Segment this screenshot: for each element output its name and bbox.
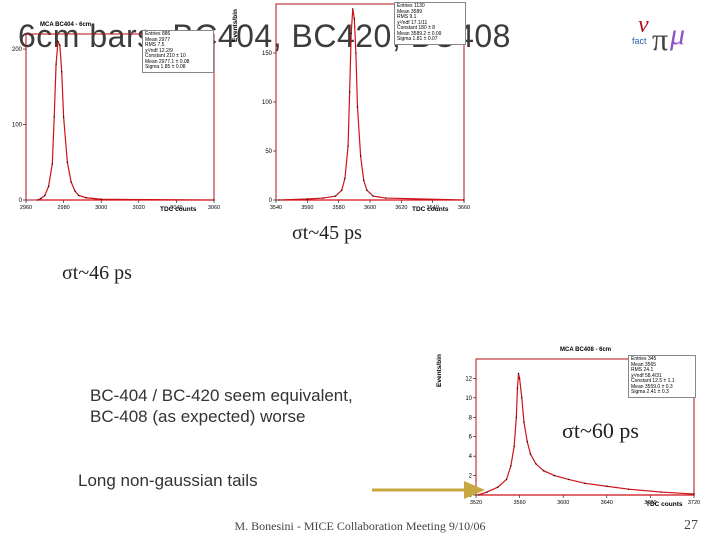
- svg-text:4: 4: [469, 454, 473, 460]
- tails-text: Long non-gaussian tails: [78, 470, 378, 491]
- svg-text:150: 150: [262, 51, 273, 57]
- svg-text:3560: 3560: [301, 205, 313, 211]
- bc-comparison-text: BC-404 / BC-420 seem equivalent, BC-408 …: [90, 385, 380, 428]
- svg-text:100: 100: [262, 100, 273, 106]
- fitbox-mid: Entries 1130Mean 3589RMS 9.1χ²/ndf 17.1/…: [394, 2, 466, 45]
- svg-text:3600: 3600: [364, 205, 376, 211]
- svg-text:3640: 3640: [601, 500, 613, 506]
- svg-text:3620: 3620: [395, 205, 407, 211]
- slide-number: 27: [684, 518, 698, 534]
- logo-mu: μ: [669, 18, 685, 51]
- svg-text:3720: 3720: [688, 500, 700, 506]
- logo-nufact: ν fact π μ: [632, 10, 702, 56]
- svg-text:2960: 2960: [20, 205, 32, 211]
- svg-text:50: 50: [265, 149, 272, 155]
- chart-bc404: 0100200296029803000302030403060 MCA BC40…: [0, 20, 220, 220]
- svg-text:12: 12: [465, 376, 472, 382]
- fitbox-right: Entries 345Mean 3565RMS 24.1χ²/ndf 58.4/…: [628, 355, 696, 398]
- svg-text:3560: 3560: [513, 500, 525, 506]
- chart-title-left: MCA BC404 - 6cm: [40, 22, 91, 28]
- sigma-label-bc404: σt~46 ps: [60, 262, 134, 285]
- x-axis-label-left: TDC counts: [160, 206, 196, 213]
- fitbox-left: Entries 886Mean 2977RMS 7.5χ²/ndf 12.2/9…: [142, 30, 214, 73]
- svg-text:8: 8: [469, 415, 473, 421]
- sigma-label-bc408: σt~60 ps: [560, 418, 641, 444]
- svg-text:10: 10: [465, 396, 472, 402]
- svg-text:3000: 3000: [95, 205, 107, 211]
- logo-nu: ν: [638, 12, 649, 38]
- svg-text:3540: 3540: [270, 205, 282, 211]
- x-axis-label-mid: TDC counts: [412, 206, 448, 213]
- svg-text:0: 0: [269, 198, 273, 204]
- svg-text:3580: 3580: [333, 205, 345, 211]
- svg-text:6: 6: [469, 435, 473, 441]
- y-axis-label-right: Events/bin: [436, 354, 443, 387]
- svg-text:100: 100: [12, 123, 23, 129]
- footer-text: M. Bonesini - MICE Collaboration Meeting…: [0, 519, 720, 534]
- y-axis-label-mid: Events/bin: [232, 9, 239, 42]
- logo-pi: π: [652, 21, 668, 56]
- chart-bc420: 0501001503540356035803600362036403660 MC…: [250, 0, 470, 220]
- svg-text:0: 0: [19, 198, 23, 204]
- chart-title-right: MCA BC408 - 6cm: [560, 347, 611, 353]
- svg-text:2980: 2980: [57, 205, 69, 211]
- arrow-to-tails: [370, 478, 490, 502]
- svg-text:3600: 3600: [557, 500, 569, 506]
- x-axis-label-right: TDC counts: [646, 501, 682, 508]
- svg-text:200: 200: [12, 47, 23, 53]
- svg-text:3660: 3660: [458, 205, 470, 211]
- svg-text:3020: 3020: [133, 205, 145, 211]
- logo-fact: fact: [632, 36, 647, 46]
- svg-text:3060: 3060: [208, 205, 220, 211]
- sigma-label-bc420: σt~45 ps: [290, 222, 364, 245]
